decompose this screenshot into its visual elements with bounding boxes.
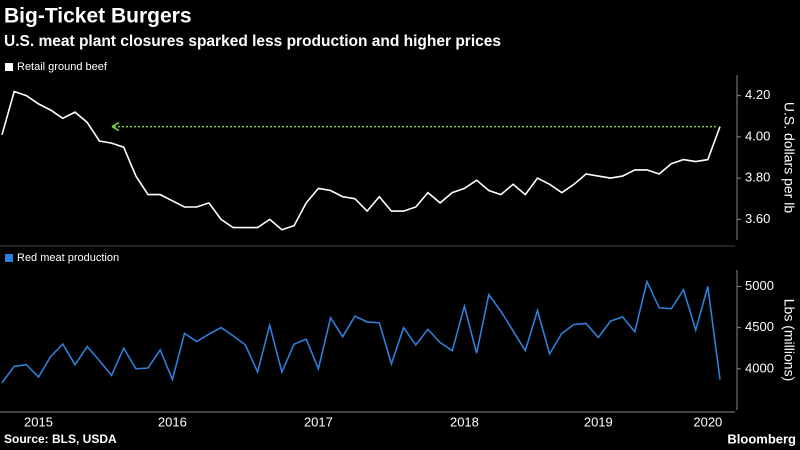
legend-swatch <box>5 63 13 71</box>
legend-label: Retail ground beef <box>17 61 108 73</box>
y-tick-label: 3.60 <box>745 211 770 226</box>
y-axis-title: U.S. dollars per lb <box>781 102 797 213</box>
legend-label: Red meat production <box>17 252 119 264</box>
data-line <box>1 279 721 384</box>
x-tick-label: 2018 <box>450 414 479 429</box>
x-tick-label: 2020 <box>693 414 722 429</box>
x-tick-label: 2016 <box>158 414 187 429</box>
chart-title: Big-Ticket Burgers <box>4 5 192 28</box>
y-tick-label: 4.20 <box>745 87 770 102</box>
y-tick-label: 4.00 <box>745 128 770 143</box>
x-tick-label: 2019 <box>584 414 613 429</box>
arrow-head <box>111 121 120 132</box>
chart-subtitle: U.S. meat plant closures sparked less pr… <box>4 33 501 50</box>
x-tick-label: 2017 <box>304 414 333 429</box>
source: Source: BLS, USDA <box>4 432 117 446</box>
y-tick-label: 4500 <box>745 319 774 334</box>
y-tick-label: 3.80 <box>745 170 770 185</box>
legend-swatch <box>5 254 13 262</box>
brand: Bloomberg <box>727 431 796 446</box>
data-line <box>1 90 721 231</box>
y-axis-title: Lbs (millions) <box>781 299 797 381</box>
x-tick-label: 2015 <box>24 414 53 429</box>
y-tick-label: 5000 <box>745 278 774 293</box>
y-tick-label: 4000 <box>745 360 774 375</box>
